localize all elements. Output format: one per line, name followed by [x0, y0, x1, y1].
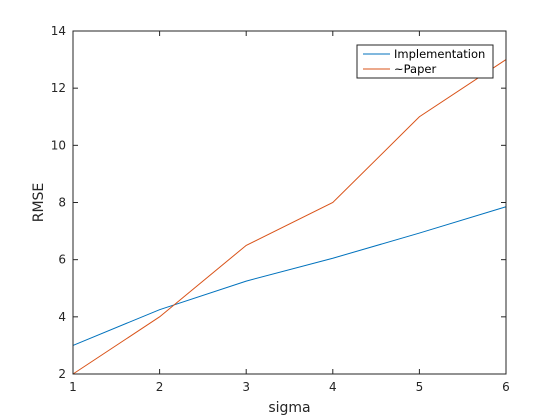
x-tick-label: 5 [416, 380, 424, 394]
legend-box [356, 44, 494, 79]
y-tick-label: 2 [58, 367, 66, 381]
y-tick-label: 12 [51, 81, 66, 95]
y-tick-label: 14 [51, 24, 66, 38]
y-tick-label: 10 [51, 138, 66, 152]
legend-label: Implementation [394, 47, 485, 61]
y-axis-label: RMSE [31, 183, 47, 223]
x-tick-label: 3 [242, 380, 250, 394]
y-tick-label: 8 [58, 196, 66, 210]
series-line-2 [72, 59, 507, 375]
y-tick-label: 6 [58, 253, 66, 267]
series-line-1 [72, 206, 507, 346]
x-tick-label: 2 [156, 380, 164, 394]
x-tick-label: 6 [502, 380, 510, 394]
plot-background [73, 31, 506, 374]
legend-label: ~Paper [394, 62, 436, 76]
y-tick-label: 4 [58, 310, 66, 324]
x-axis-label: sigma [268, 400, 310, 416]
axes [72, 30, 507, 375]
x-tick-label: 4 [329, 380, 337, 394]
legend: Implementation~Paper [356, 44, 494, 79]
x-tick-label: 1 [69, 380, 77, 394]
plot-area [73, 31, 506, 374]
series-layer [72, 59, 507, 375]
